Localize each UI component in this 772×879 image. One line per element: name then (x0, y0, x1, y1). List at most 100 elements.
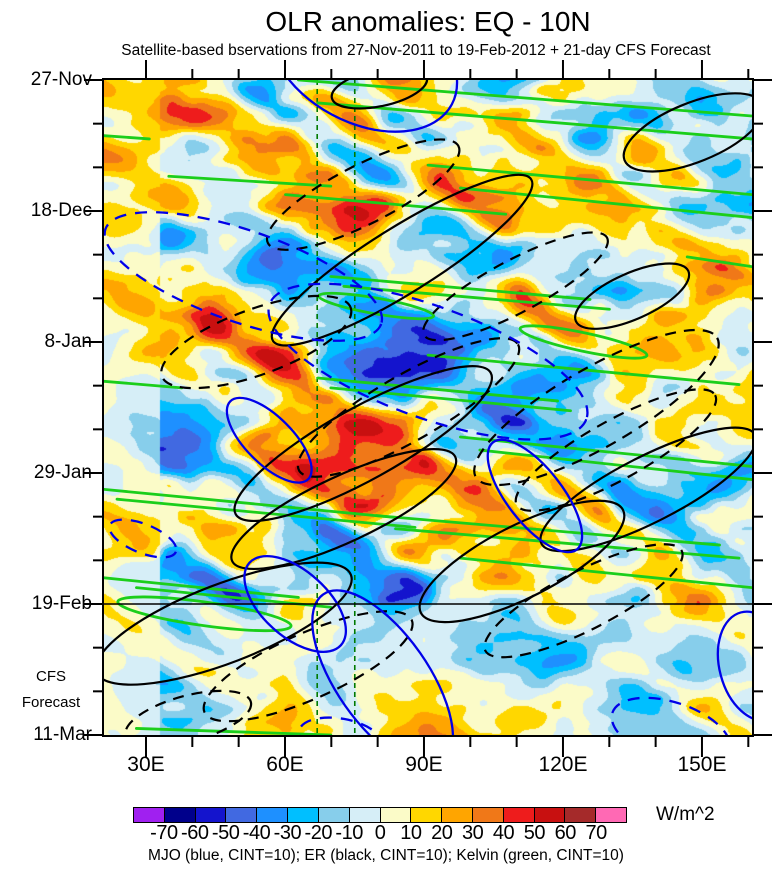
kelvin-wave-line (104, 379, 184, 390)
units-label: W/m^2 (656, 804, 715, 825)
colorbar-tick-label: 60 (554, 822, 577, 844)
x-tick-label: 30E (127, 753, 165, 776)
colorbar-tick-label: 10 (400, 822, 422, 844)
er-wave-contour (124, 689, 253, 735)
colorbar-tick-label: -60 (181, 822, 209, 844)
mjo-wave-contour (104, 211, 384, 342)
colorbar-swatch (595, 808, 626, 822)
mjo-wave-contour (297, 716, 384, 735)
colorbar (133, 807, 627, 823)
er-wave-contour (296, 337, 521, 478)
er-wave-contour (539, 426, 752, 553)
kelvin-wave-line (478, 448, 752, 481)
wave-contour-overlay (104, 80, 752, 735)
er-wave-contour (473, 328, 720, 487)
x-tick-label: 120E (538, 753, 588, 776)
kelvin-wave-line (342, 284, 611, 311)
kelvin-wave-line (426, 163, 752, 197)
er-wave-contour (330, 80, 429, 110)
er-wave-contour (160, 294, 353, 390)
mjo-wave-contour (486, 438, 584, 554)
kelvin-wave-line (329, 275, 592, 301)
cfs-label-line1: CFS (36, 668, 66, 685)
er-wave-contour (233, 365, 494, 523)
y-tick-label: 8-Jan (44, 331, 92, 352)
colorbar-swatch (502, 808, 534, 822)
colorbar-tick-label: 0 (374, 822, 386, 844)
mjo-wave-contour (610, 696, 732, 735)
er-wave-contour (104, 561, 353, 686)
cfs-forecast-label: CFS Forecast (6, 664, 96, 716)
kelvin-wave-contour (518, 324, 649, 360)
colorbar-swatch (317, 808, 349, 822)
colorbar-tick-label: -40 (242, 822, 271, 844)
colorbar-tick-label: 40 (492, 822, 515, 844)
kelvin-wave-line (104, 576, 300, 599)
kelvin-wave-line (458, 556, 752, 590)
colorbar-tick-label: 20 (431, 822, 453, 844)
kelvin-wave-line (167, 174, 333, 188)
colorbar-swatch (256, 808, 288, 822)
kelvin-wave-line (135, 727, 333, 735)
colorbar-swatch (471, 808, 503, 822)
kelvin-wave-line (104, 487, 398, 519)
x-tick-label: 90E (405, 753, 443, 776)
kelvin-wave-line (458, 186, 752, 219)
colorbar-tick-label: -50 (211, 822, 240, 844)
er-wave-contour (622, 92, 752, 173)
colorbar-tick-label: -30 (273, 822, 302, 844)
colorbar-swatch (225, 808, 257, 822)
colorbar-swatch (441, 808, 472, 822)
plot-area (102, 78, 754, 737)
kelvin-wave-line (115, 497, 417, 529)
colorbar-tick-label: 30 (462, 822, 484, 844)
y-tick-label: 29-Jan (33, 462, 92, 483)
mjo-wave-contour (108, 518, 178, 559)
y-tick-label: 19-Feb (31, 593, 92, 614)
er-wave-contour (422, 231, 609, 342)
colorbar-tick-label: 70 (585, 822, 608, 844)
x-tick-label: 60E (266, 753, 304, 776)
er-wave-contour (574, 262, 691, 330)
x-tick-label: 150E (677, 753, 727, 776)
colorbar-swatch (410, 808, 442, 822)
chart-subtitle: Satellite-based bservations from 27-Nov-… (121, 42, 711, 59)
mjo-wave-contour (311, 589, 455, 735)
colorbar-swatch (533, 808, 565, 822)
colorbar-swatch (379, 808, 411, 822)
y-tick-label: 27-Nov (30, 69, 92, 90)
kelvin-wave-line (685, 255, 752, 269)
contour-legend: MJO (blue, CINT=10); ER (black, CINT=10)… (148, 847, 624, 864)
mjo-wave-contour (716, 610, 752, 722)
er-wave-contour (483, 543, 684, 659)
colorbar-swatch (163, 808, 195, 822)
colorbar-tick-label: -10 (335, 822, 363, 844)
er-wave-contour (265, 138, 461, 251)
er-wave-contour (514, 388, 718, 512)
y-tick-label: 11-Mar (33, 724, 92, 745)
kelvin-wave-line (284, 193, 508, 216)
er-wave-contour (230, 448, 458, 571)
kelvin-wave-line (316, 376, 560, 403)
er-wave-contour (418, 499, 626, 624)
chart-title: OLR anomalies: EQ - 10N (265, 6, 591, 37)
kelvin-wave-line (374, 514, 721, 547)
kelvin-wave-contour (116, 595, 293, 633)
mjo-wave-contour (225, 396, 313, 484)
mjo-wave-contour (267, 282, 589, 441)
y-tick-label: 18-Dec (30, 200, 92, 221)
colorbar-swatch (287, 808, 318, 822)
colorbar-tick-label: -20 (304, 822, 333, 844)
colorbar-tick-label: -70 (150, 822, 178, 844)
kelvin-wave-line (104, 134, 151, 141)
colorbar-swatch (194, 808, 226, 822)
kelvin-wave-line (316, 101, 752, 141)
kelvin-wave-line (296, 80, 752, 118)
mjo-wave-contour (243, 555, 348, 653)
er-wave-contour (270, 173, 534, 347)
mjo-wave-contour (268, 80, 459, 133)
colorbar-tick-label: 50 (523, 822, 546, 844)
colorbar-swatch (134, 808, 164, 822)
colorbar-swatch (348, 808, 380, 822)
